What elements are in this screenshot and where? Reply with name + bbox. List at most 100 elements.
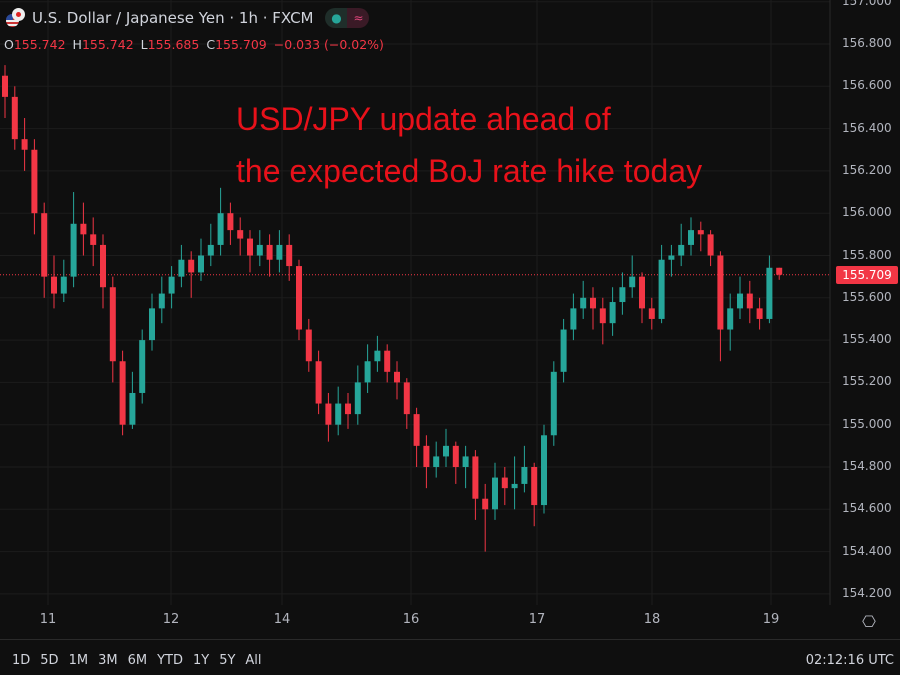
candle-body [776,267,783,275]
y-tick-label: 155.400 [842,332,892,347]
candle-body [707,234,714,256]
candle-body [188,259,195,273]
candle-body [560,329,567,372]
candle-body [80,223,87,235]
candle-body [688,230,694,245]
x-tick-label: 16 [402,612,420,627]
high-value: 155.742 [81,37,134,52]
y-tick-label: 156.400 [842,120,892,135]
candle-body [462,456,469,467]
y-tick-label: 156.200 [842,162,892,177]
range-button-6m[interactable]: 6M [127,653,148,668]
candle-body [158,293,165,309]
y-tick-label: 155.000 [842,416,892,431]
candle-body [41,213,48,277]
range-button-5d[interactable]: 5D [40,653,59,668]
y-tick-label: 154.200 [842,585,892,600]
range-button-5y[interactable]: 5Y [219,653,236,668]
settings-icon[interactable]: ⎔ [862,612,876,631]
candle-body [550,371,557,436]
candle-body [119,361,126,425]
candle-body [11,96,18,140]
candle-body [423,445,430,467]
candle-body [590,297,596,309]
candle-body [2,75,8,97]
candle-body [21,139,28,150]
candle-body [100,244,106,288]
candle-body [599,308,606,324]
candle-body [658,259,665,319]
range-button-3m[interactable]: 3M [98,653,118,668]
y-tick-label: 156.600 [842,78,892,93]
candle-body [217,213,224,245]
open-label: O [4,37,14,52]
range-button-ytd[interactable]: YTD [157,653,183,668]
y-tick-label: 154.800 [842,459,892,473]
candle-body [580,297,587,309]
candle-body [648,308,655,319]
candle-body [443,445,449,457]
candle-body [717,255,724,330]
close-label: C [206,37,216,52]
candle-body [756,308,763,319]
change-value: −0.033 (−0.02%) [273,37,384,52]
y-tick-label: 154.400 [842,543,892,558]
candle-body [90,234,97,245]
candle-body [345,403,351,415]
candle-body [139,340,146,393]
candle-body [237,230,244,239]
currency-flags-icon [6,8,26,28]
candle-body [727,308,734,330]
x-tick-label: 18 [643,612,661,627]
candle-body [511,483,518,489]
x-tick-label: 12 [162,612,180,627]
close-value: 155.709 [215,37,267,52]
y-tick-label: 155.800 [842,247,892,262]
open-value: 155.742 [13,37,66,52]
y-tick-label: 157.000 [842,0,892,8]
clock[interactable]: 02:12:16 UTC [805,653,894,668]
candle-body [374,350,381,362]
candle-body [629,276,636,288]
bottom-toolbar: 1D 5D 1M 3M 6M YTD 1Y 5Y All 02:12:16 UTC [0,639,900,675]
low-value: 155.685 [147,37,200,52]
y-tick-label: 156.800 [842,36,892,50]
range-button-all[interactable]: All [245,653,262,668]
candle-body [609,302,616,324]
candle-body [364,361,371,383]
y-tick-label: 155.600 [842,289,892,304]
candle-body [746,293,753,309]
high-label: H [72,37,82,52]
candle-body [51,276,57,294]
candle-body [286,244,293,267]
candle-body [149,308,155,341]
range-button-1y[interactable]: 1Y [192,653,210,668]
candle-body [168,276,175,294]
candlestick-chart[interactable] [0,0,900,640]
candle-body [501,477,508,489]
candle-body [129,392,136,425]
candle-body [354,382,361,415]
candle-body [70,223,77,277]
candle-body [296,266,302,330]
candle-body [60,276,67,294]
candle-body [325,403,332,425]
market-open-dot-icon: ● [325,8,348,28]
candle-body [109,287,116,362]
candle-body [227,213,234,231]
candle-body [619,287,626,303]
y-tick-label: 156.000 [842,205,892,220]
candle-body [403,382,410,415]
x-tick-label: 17 [528,612,546,627]
last-price-label: 155.709 [836,265,898,284]
range-button-1m[interactable]: 1M [68,653,89,668]
candle-body [766,267,773,319]
range-button-1d[interactable]: 1D [12,653,31,668]
symbol-header[interactable]: U.S. Dollar / Japanese Yen · 1h · FXCM ●… [6,8,370,28]
candle-body [315,361,322,404]
candle-body [433,456,440,467]
candle-body [482,498,489,510]
status-pill[interactable]: ● ≈ [325,8,370,28]
candle-body [276,244,283,260]
candle-body [305,329,312,362]
